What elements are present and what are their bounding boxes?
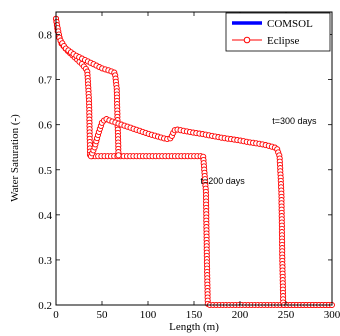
y-axis-ticks: 0.2 0.3 0.4 0.5 0.6 0.7 0.8 (38, 30, 332, 312)
legend-marker-eclipse (243, 36, 251, 44)
x-axis-label: Length (m) (169, 321, 219, 333)
annotation-t200: t=200 days (200, 176, 245, 186)
x-axis-ticks: 0 50 100 150 200 250 300 (53, 12, 340, 321)
x-tick-label: 150 (186, 309, 203, 321)
legend-label-eclipse: Eclipse (267, 35, 299, 47)
y-tick-label: 0.7 (38, 75, 52, 87)
legend-box (225, 12, 331, 52)
y-tick-label: 0.5 (38, 165, 52, 177)
x-tick-label: 250 (278, 309, 295, 321)
legend-label-comsol: COMSOL (267, 18, 313, 30)
y-axis-label: Water Saturation (-) (9, 114, 21, 202)
x-tick-label: 300 (324, 309, 340, 321)
x-tick-label: 50 (97, 309, 109, 321)
legend: COMSOL Eclipse (225, 12, 331, 52)
x-tick-label: 0 (53, 309, 59, 321)
series-marker-eclipse (115, 152, 122, 159)
x-tick-label: 100 (140, 309, 157, 321)
annotation-t300: t=300 days (272, 116, 317, 126)
y-tick-label: 0.2 (38, 300, 52, 312)
y-tick-label: 0.4 (38, 210, 52, 222)
y-tick-label: 0.8 (38, 30, 52, 42)
x-tick-label: 200 (232, 309, 249, 321)
y-tick-label: 0.6 (38, 120, 52, 132)
y-tick-label: 0.3 (38, 255, 52, 267)
